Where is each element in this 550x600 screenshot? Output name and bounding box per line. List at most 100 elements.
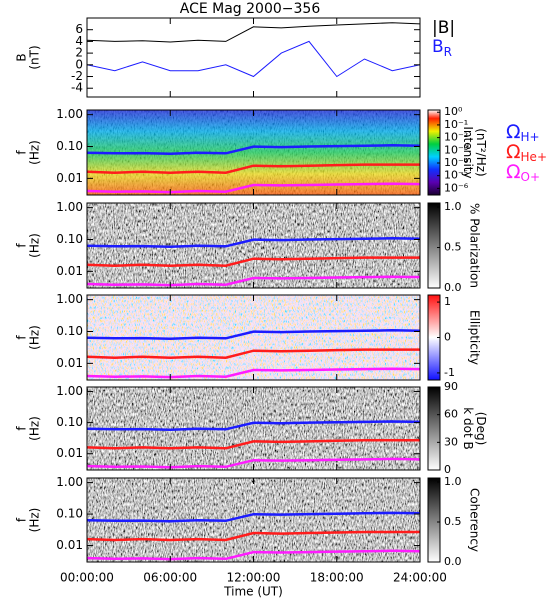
- y-axis-label: (Hz): [28, 325, 42, 350]
- y-axis-label: (Hz): [28, 508, 42, 533]
- colorbar-label: (Deg): [474, 412, 488, 446]
- y-tick-label: 0.01: [56, 446, 83, 460]
- y-tick-label: 1.00: [56, 292, 83, 306]
- x-tick-label: 18:00:00: [310, 571, 364, 585]
- y-tick-label: 1.00: [56, 107, 83, 121]
- legend-subscript: H+: [521, 130, 540, 144]
- series-line: [86, 420, 421, 432]
- colorbar-tick-label: 0.5: [444, 241, 462, 254]
- y-tick-label: 0.01: [56, 356, 83, 370]
- colorbar-tick-label: 10⁻²: [444, 131, 468, 144]
- y-tick-label: 0.10: [56, 232, 83, 246]
- colorbar-tick-label: -1: [444, 366, 455, 379]
- legend-subscript: He+: [521, 150, 547, 164]
- series-line: [86, 511, 421, 523]
- y-tick-label: 0.01: [56, 538, 83, 552]
- colorbar: [427, 477, 441, 563]
- y-axis-label: f: [15, 150, 29, 155]
- colorbar-tick-label: 1: [444, 295, 451, 308]
- y-tick-label: -2: [71, 69, 83, 83]
- y-tick-label: 1.00: [56, 200, 83, 214]
- legend-label: ΩHe+: [506, 141, 547, 164]
- colorbar-tick-label: 0.0: [444, 555, 462, 568]
- y-tick-label: -4: [71, 81, 83, 95]
- series-line: [86, 457, 421, 469]
- colorbar: [427, 386, 441, 471]
- y-tick-label: 0.10: [56, 324, 83, 338]
- colorbar-label: Ellipticity: [468, 310, 482, 365]
- series-line: [86, 530, 420, 542]
- x-tick-label: 12:00:00: [227, 571, 281, 585]
- y-axis-label: f: [15, 335, 29, 340]
- series-line: [86, 348, 420, 359]
- colorbar-tick-label: 10⁻¹: [444, 118, 468, 131]
- y-tick-label: 4: [75, 34, 83, 48]
- colorbar-tick-label: 0.5: [444, 515, 462, 528]
- colorbar-tick-label: 10⁰: [444, 105, 463, 118]
- y-tick-label: 0.10: [56, 507, 83, 521]
- x-tick-label: 24:00:00: [393, 571, 447, 585]
- y-tick-label: 0.10: [56, 415, 83, 429]
- y-tick-label: 6: [75, 22, 83, 36]
- legend-label: ΩO+: [506, 161, 540, 184]
- colorbar-label: k dot B: [461, 407, 475, 449]
- legend-name: Ω: [506, 141, 521, 163]
- y-tick-label: 0.01: [56, 171, 83, 185]
- y-tick-label: 0.10: [56, 139, 83, 153]
- series-line: [86, 439, 420, 450]
- series-line: [86, 256, 420, 267]
- colorbar-label: % Polarization: [468, 203, 482, 288]
- colorbar-tick-label: 90: [444, 380, 458, 393]
- y-tick-label: 2: [75, 46, 83, 60]
- colorbar-tick-label: 0.0: [444, 281, 462, 294]
- legend-label: BR: [432, 37, 452, 59]
- colorbar-tick-label: 30: [444, 435, 458, 448]
- colorbar-tick-label: 10⁻³: [444, 143, 468, 156]
- series-line: [86, 237, 421, 249]
- y-tick-label: 1.00: [56, 384, 83, 398]
- y-axis-label: f: [15, 426, 29, 431]
- colorbar-label: (nT²/Hz): [474, 128, 488, 176]
- series-line: [86, 22, 421, 43]
- y-axis-label: f: [15, 517, 29, 522]
- plot-frame: [86, 17, 421, 98]
- y-axis-label: (Hz): [28, 416, 42, 441]
- colorbar-tick-label: 60: [444, 408, 458, 421]
- legend-label: ΩH+: [506, 121, 540, 144]
- y-axis-label: f: [15, 243, 29, 248]
- legend-name: B: [432, 37, 444, 57]
- colorbar-tick-label: 10⁻⁴: [444, 156, 469, 169]
- legend-name: Ω: [506, 121, 521, 143]
- series-line: [86, 40, 421, 78]
- colorbar-tick-label: 10⁻⁵: [444, 169, 468, 182]
- series-line: [86, 275, 421, 287]
- colorbar: [427, 202, 441, 289]
- y-tick-label: 1.00: [56, 475, 83, 489]
- x-axis-label: Time (UT): [223, 585, 283, 599]
- colorbar-label: Coherency: [468, 488, 482, 552]
- series-line: [86, 367, 421, 379]
- series-line: [86, 163, 420, 174]
- y-tick-label: 0: [75, 57, 83, 71]
- x-tick-label: 06:00:00: [143, 571, 197, 585]
- series-line: [86, 549, 421, 561]
- y-axis-label: B: [15, 53, 29, 61]
- y-axis-label: (nT): [28, 45, 42, 69]
- legend-name: |B|: [432, 18, 455, 38]
- colorbar-tick-label: 0: [444, 463, 451, 476]
- legend-name: Ω: [506, 161, 521, 183]
- colorbar-tick-label: 1.0: [444, 475, 462, 488]
- x-tick-label: 00:00:00: [60, 571, 114, 585]
- colorbar-tick-label: 10⁻⁶: [444, 181, 469, 194]
- legend-label: |B|: [432, 18, 455, 38]
- series-line: [86, 182, 421, 194]
- colorbar-label: Intensity: [461, 126, 475, 178]
- colorbar: [427, 109, 441, 196]
- colorbar-tick-label: 1.0: [444, 200, 462, 213]
- chart-title: ACE Mag 2000−356: [180, 1, 321, 17]
- series-line: [86, 329, 421, 341]
- colorbar-tick-label: 0: [444, 331, 451, 344]
- y-axis-label: (Hz): [28, 233, 42, 258]
- series-line: [86, 144, 421, 156]
